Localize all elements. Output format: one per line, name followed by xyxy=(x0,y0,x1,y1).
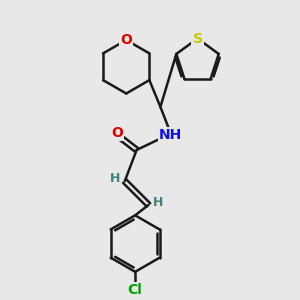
Text: S: S xyxy=(193,32,202,46)
Text: H: H xyxy=(153,196,163,209)
Text: O: O xyxy=(120,33,132,47)
Text: H: H xyxy=(110,172,120,185)
Text: Cl: Cl xyxy=(128,283,142,297)
Text: NH: NH xyxy=(159,128,182,142)
Text: O: O xyxy=(111,126,123,140)
